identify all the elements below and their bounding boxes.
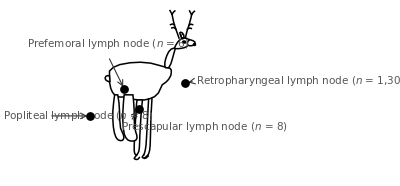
Polygon shape — [187, 39, 195, 46]
Polygon shape — [165, 48, 175, 68]
Point — [182, 81, 189, 84]
Point — [87, 114, 93, 117]
Text: Popliteal lymph node ($\mathit{n}$ = 8): Popliteal lymph node ($\mathit{n}$ = 8) — [3, 109, 153, 123]
Polygon shape — [110, 62, 171, 100]
Text: Prescapular lymph node ($\mathit{n}$ = 8): Prescapular lymph node ($\mathit{n}$ = 8… — [121, 120, 288, 134]
Circle shape — [182, 41, 186, 43]
Polygon shape — [105, 76, 110, 82]
Polygon shape — [123, 95, 137, 141]
Polygon shape — [174, 38, 190, 49]
Point — [136, 107, 142, 110]
Polygon shape — [113, 95, 124, 141]
Text: Retropharyngeal lymph node ($\mathit{n}$ = 1,300): Retropharyngeal lymph node ($\mathit{n}$… — [196, 74, 400, 88]
Polygon shape — [134, 100, 142, 155]
Text: Prefemoral lymph node ($\mathit{n}$ = 6): Prefemoral lymph node ($\mathit{n}$ = 6) — [27, 37, 190, 51]
Polygon shape — [180, 32, 184, 38]
Point — [121, 88, 128, 91]
